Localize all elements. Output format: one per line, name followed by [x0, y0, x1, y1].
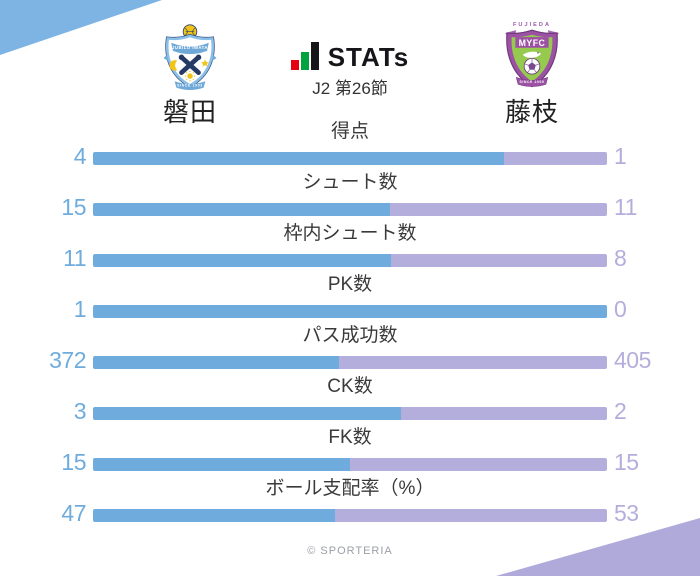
home-bar-segment [93, 509, 335, 522]
away-bar-segment [339, 356, 607, 369]
j-stats-bar-icon [290, 42, 319, 70]
jubilo-iwata-crest-icon: JUBILO IWATA SINCE 1993 [163, 24, 217, 90]
stat-label: PK数 [327, 274, 373, 295]
stats-rows: 得点 4 1 シュート数 15 11 枠内シ [0, 120, 700, 528]
away-value: 405 [614, 347, 651, 373]
home-bar-segment [93, 305, 607, 318]
away-value: 0 [614, 296, 627, 322]
stat-row: CK数 3 2 [0, 375, 700, 426]
stat-bar [93, 356, 607, 369]
away-value: 1 [614, 143, 627, 169]
home-value: 3 [73, 398, 87, 424]
match-round-subtitle: J2 第26節 [312, 79, 388, 98]
home-team-name: 磐田 [162, 97, 217, 127]
stat-bar [93, 458, 607, 471]
copyright-footer: © SPORTERIA [307, 545, 393, 557]
stat-label: パス成功数 [302, 325, 398, 346]
stat-label: CK数 [327, 376, 373, 397]
brand-title: STATs [327, 42, 410, 72]
stat-bar [93, 254, 607, 267]
stat-bar-line: 3 2 [0, 398, 700, 424]
stat-bar-line: 11 8 [0, 245, 700, 271]
home-crest-banner-text: JUBILO IWATA [172, 45, 208, 50]
stat-row: 得点 4 1 [0, 120, 700, 171]
away-team-name: 藤枝 [504, 97, 559, 127]
away-value: 2 [614, 398, 627, 424]
stat-bar [93, 203, 607, 216]
stat-bar-line: 47 53 [0, 500, 700, 526]
away-value: 8 [614, 245, 627, 271]
stat-label: シュート数 [302, 172, 398, 193]
stat-label: 得点 [330, 121, 369, 142]
stat-bar-line: 1 0 [0, 296, 700, 322]
away-team-logo: FUJIEDA MYFC SINCE 2009 [493, 20, 571, 94]
home-team-logo: JUBILO IWATA SINCE 1993 [154, 24, 226, 94]
stat-row: PK数 1 0 [0, 273, 700, 324]
stat-bar-line: 372 405 [0, 347, 700, 373]
stat-bar [93, 305, 607, 318]
away-bar-segment [390, 254, 607, 267]
away-bar-segment [504, 152, 607, 165]
stat-bar-line: 15 15 [0, 449, 700, 475]
stats-brand: STATs [0, 42, 700, 70]
away-bar-segment [334, 509, 607, 522]
home-value: 15 [61, 194, 86, 220]
away-crest-myfc-text: MYFC [519, 38, 546, 48]
away-bar-segment [401, 407, 607, 420]
away-bar-segment [350, 458, 607, 471]
stat-row: 枠内シュート数 11 8 [0, 222, 700, 273]
away-crest-since-text: SINCE 2009 [520, 80, 545, 84]
home-bar-segment [93, 203, 390, 216]
home-bar-segment [93, 254, 391, 267]
stat-bar [93, 152, 607, 165]
home-value: 15 [61, 449, 86, 475]
brand-bar-red [290, 60, 299, 70]
home-value: 11 [63, 245, 86, 271]
brand-bar-green [300, 52, 309, 70]
home-bar-segment [93, 152, 505, 165]
away-value: 53 [614, 500, 639, 526]
stat-row: FK数 15 15 [0, 426, 700, 477]
home-value: 372 [49, 347, 86, 373]
home-bar-segment [93, 458, 350, 471]
home-value: 1 [73, 296, 87, 322]
home-crest-since-text: SINCE 1993 [177, 84, 203, 88]
home-value: 47 [61, 500, 86, 526]
away-crest-top-text: FUJIEDA [513, 22, 551, 28]
stat-bar-line: 4 1 [0, 143, 700, 169]
away-bar-segment [389, 203, 607, 216]
stat-bar [93, 407, 607, 420]
home-bar-segment [93, 356, 340, 369]
away-value: 15 [614, 449, 639, 475]
stat-label: FK数 [328, 427, 372, 448]
stat-bar-line: 15 11 [0, 194, 700, 220]
away-value: 11 [614, 194, 637, 220]
fujieda-myfc-crest-icon: FUJIEDA MYFC SINCE 2009 [505, 22, 559, 88]
stat-row: パス成功数 372 405 [0, 324, 700, 375]
brand-bar-black [310, 42, 319, 70]
stat-row: ボール支配率（%） 47 53 [0, 477, 700, 528]
home-bar-segment [93, 407, 402, 420]
stat-row: シュート数 15 11 [0, 171, 700, 222]
stat-bar [93, 509, 607, 522]
stat-label: 枠内シュート数 [283, 223, 417, 244]
stat-label: ボール支配率（%） [265, 478, 435, 499]
home-value: 4 [73, 143, 87, 169]
